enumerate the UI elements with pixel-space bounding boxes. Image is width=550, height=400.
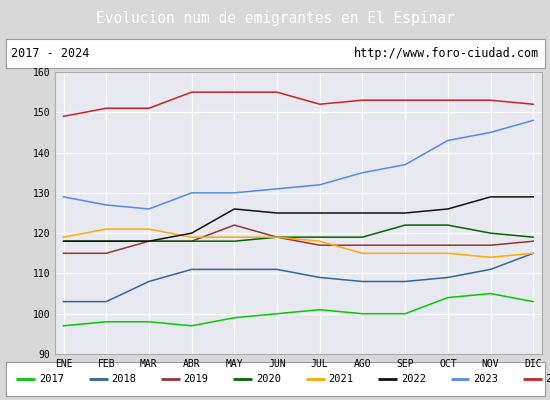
Text: 2022: 2022 <box>401 374 426 384</box>
Text: 2017 - 2024: 2017 - 2024 <box>11 47 89 60</box>
Text: http://www.foro-ciudad.com: http://www.foro-ciudad.com <box>354 47 539 60</box>
Text: 2020: 2020 <box>256 374 281 384</box>
Text: 2019: 2019 <box>184 374 208 384</box>
Text: 2021: 2021 <box>328 374 354 384</box>
Text: 2017: 2017 <box>39 374 64 384</box>
Text: 2018: 2018 <box>111 374 136 384</box>
Text: Evolucion num de emigrantes en El Espinar: Evolucion num de emigrantes en El Espina… <box>96 12 454 26</box>
Text: 2023: 2023 <box>473 374 498 384</box>
Text: 2024: 2024 <box>546 374 550 384</box>
